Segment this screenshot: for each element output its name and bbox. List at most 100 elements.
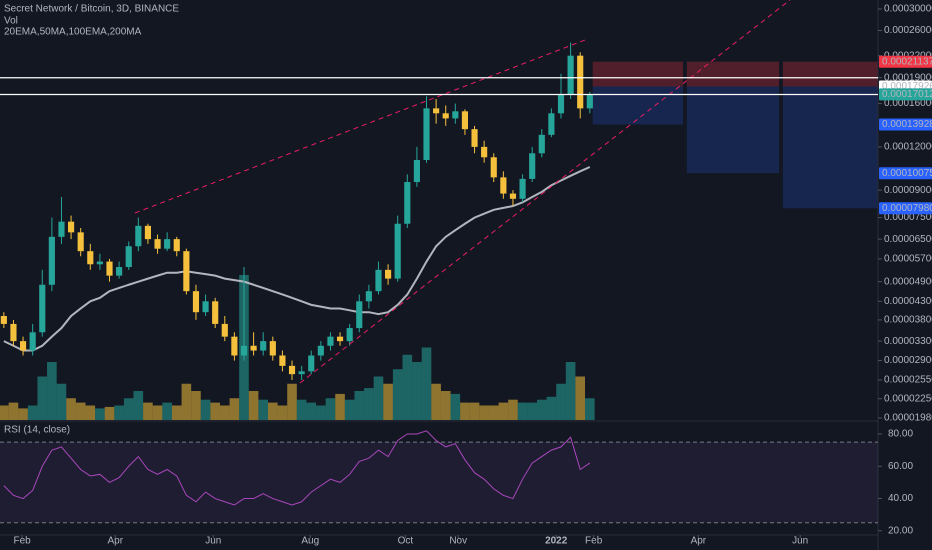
candle-body bbox=[433, 108, 440, 114]
stop-zone bbox=[782, 61, 878, 87]
volume-bar bbox=[383, 383, 393, 420]
price-label: 0.00021137 bbox=[882, 56, 932, 67]
volume-bar bbox=[296, 399, 307, 420]
candle-body bbox=[250, 345, 257, 351]
y-tick-label: 0.00001980 bbox=[884, 413, 932, 424]
candle-body bbox=[500, 177, 507, 194]
stop-zone bbox=[686, 61, 780, 87]
x-tick-label: Aug bbox=[301, 536, 319, 547]
y-tick-label: 0.00005700 bbox=[884, 254, 932, 265]
y-tick-label: 0.00003300 bbox=[884, 336, 932, 347]
x-tick-label: Feb bbox=[13, 536, 31, 547]
volume-bar bbox=[56, 383, 67, 420]
y-tick-label: 0.00004900 bbox=[884, 276, 932, 287]
price-label-bg bbox=[879, 55, 932, 68]
candle-body bbox=[183, 251, 190, 292]
candle-body bbox=[77, 232, 84, 252]
volume-bar bbox=[85, 405, 96, 420]
candle-body bbox=[231, 336, 238, 356]
volume-bar bbox=[200, 399, 211, 420]
candle-body bbox=[365, 291, 372, 302]
candle-body bbox=[144, 225, 152, 240]
candle-body bbox=[404, 182, 411, 224]
volume-bar bbox=[440, 391, 451, 420]
volume-bar bbox=[335, 393, 345, 420]
candle-body bbox=[288, 365, 296, 375]
y-tick-label: 0.00016000 bbox=[884, 98, 932, 109]
volume-bar bbox=[392, 369, 403, 420]
candle-body bbox=[375, 269, 382, 292]
candle-body bbox=[164, 239, 171, 249]
volume-bar bbox=[210, 402, 220, 420]
x-tick-label: Jun bbox=[205, 536, 221, 547]
candle-body bbox=[154, 239, 161, 249]
volume-bar bbox=[66, 398, 76, 420]
volume-bar bbox=[354, 391, 365, 420]
volume-bar bbox=[575, 376, 586, 420]
candle-body bbox=[557, 94, 565, 114]
rsi-title: RSI (14, close) bbox=[4, 425, 70, 436]
price-label: 0.00007980 bbox=[882, 203, 932, 214]
y-tick-label: 0.00026000 bbox=[884, 25, 932, 36]
candle-body bbox=[48, 236, 55, 285]
target-zone bbox=[782, 86, 878, 209]
y-tick-label: 0.00006500 bbox=[884, 234, 932, 245]
volume-bar bbox=[47, 362, 57, 420]
volume-bar bbox=[18, 408, 28, 420]
volume-bar bbox=[412, 362, 422, 420]
volume-bar bbox=[152, 405, 163, 420]
rsi-line bbox=[3, 430, 591, 506]
candle-body bbox=[385, 269, 392, 279]
candle-body bbox=[240, 345, 248, 356]
stop-zone bbox=[592, 61, 683, 87]
volume-bar bbox=[268, 402, 278, 420]
rsi-tick-label: 60.00 bbox=[888, 461, 913, 472]
rsi-tick-label: 80.00 bbox=[888, 429, 913, 440]
candle-body bbox=[96, 261, 103, 265]
candle-body bbox=[490, 157, 497, 178]
candle-body bbox=[58, 221, 65, 237]
candle-body bbox=[548, 113, 555, 135]
y-tick-label: 0.00004300 bbox=[884, 296, 932, 307]
candle-body bbox=[173, 239, 180, 252]
candle-body bbox=[68, 221, 75, 233]
volume-bar bbox=[75, 402, 86, 420]
chart-title: Secret Network / Bitcoin, 3D, BINANCE bbox=[4, 4, 179, 15]
volume-bar bbox=[536, 399, 547, 420]
volume-bar bbox=[488, 405, 499, 420]
rsi-tick-label: 20.00 bbox=[888, 525, 913, 536]
y-tick-label: 0.00002550 bbox=[884, 375, 932, 386]
candle-body bbox=[413, 159, 420, 183]
volume-bar bbox=[104, 406, 115, 420]
price-label-bg bbox=[879, 167, 932, 180]
target-zone bbox=[686, 86, 780, 174]
volume-bar bbox=[469, 402, 480, 420]
candle-body bbox=[567, 55, 574, 95]
x-tick-label: Apr bbox=[691, 536, 707, 547]
volume-bar bbox=[162, 402, 172, 420]
volume-bar bbox=[565, 362, 576, 420]
volume-bar bbox=[479, 405, 489, 420]
x-tick-label: Oct bbox=[398, 536, 414, 547]
volume-bar bbox=[27, 405, 38, 420]
volume-bar bbox=[123, 398, 134, 420]
price-label-bg bbox=[879, 202, 932, 215]
volume-bar bbox=[402, 354, 413, 420]
volume-bar bbox=[258, 399, 269, 420]
moving-average bbox=[3, 166, 591, 352]
rsi-tick-label: 40.00 bbox=[888, 493, 913, 504]
volume-bar bbox=[8, 402, 19, 420]
volume-bar bbox=[364, 388, 374, 420]
volume-bar bbox=[460, 402, 470, 420]
price-label: 0.00013928 bbox=[882, 119, 932, 130]
candle-body bbox=[298, 371, 305, 375]
candle-body bbox=[0, 316, 7, 324]
candle-body bbox=[87, 251, 94, 265]
volume-bar bbox=[306, 402, 317, 420]
volume-bar bbox=[287, 383, 297, 420]
volume-bar bbox=[191, 391, 201, 420]
volume-bar bbox=[229, 398, 240, 420]
price-label: 0.00010075 bbox=[882, 168, 932, 179]
